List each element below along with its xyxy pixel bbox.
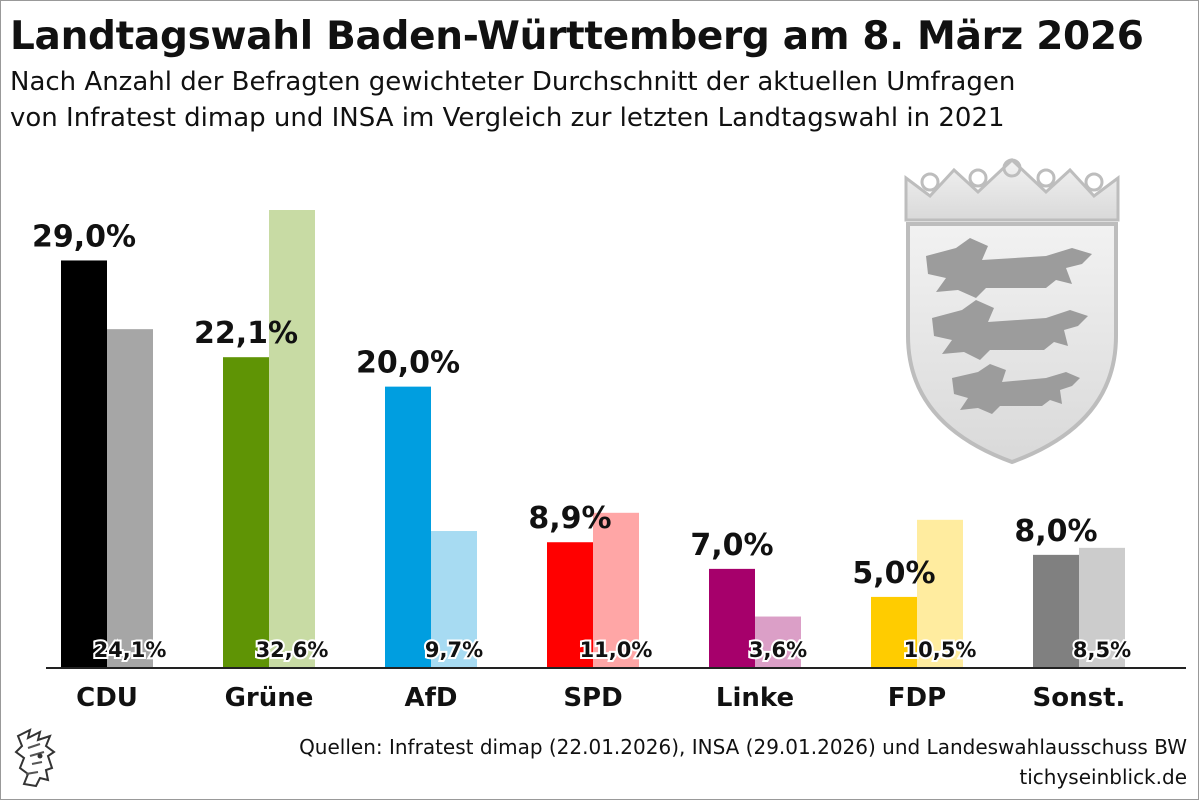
bar-current-0 bbox=[61, 260, 107, 667]
bar-2021-6 bbox=[1079, 547, 1125, 667]
data-label-2021-4: 3,6% bbox=[749, 638, 807, 662]
category-label-3: SPD bbox=[563, 683, 622, 713]
site-name: tichyseinblick.de bbox=[1019, 765, 1187, 789]
data-label-current-3: 8,9% bbox=[528, 501, 611, 536]
data-label-2021-5: 10,5% bbox=[904, 638, 977, 662]
sources-note: Quellen: Infratest dimap (22.01.2026), I… bbox=[299, 732, 1187, 792]
category-label-1: Grüne bbox=[225, 683, 314, 713]
bar-2021-3 bbox=[593, 512, 639, 667]
baden-wuerttemberg-coat-of-arms-icon bbox=[904, 157, 1120, 465]
chart-subtitle: Nach Anzahl der Befragten gewichteter Du… bbox=[10, 64, 1015, 136]
data-label-current-6: 8,0% bbox=[1014, 514, 1097, 549]
bar-2021-0 bbox=[107, 329, 153, 667]
data-label-current-2: 20,0% bbox=[356, 346, 460, 381]
bar-2021-4 bbox=[755, 616, 801, 667]
data-label-current-0: 29,0% bbox=[32, 219, 136, 254]
data-label-2021-6: 8,5% bbox=[1073, 638, 1131, 662]
subtitle-line-2: von Infratest dimap und INSA im Vergleic… bbox=[10, 103, 1005, 133]
bar-current-5 bbox=[871, 596, 917, 667]
data-label-2021-1: 32,6% bbox=[256, 638, 329, 662]
category-label-4: Linke bbox=[716, 683, 794, 713]
chart-title: Landtagswahl Baden-Württemberg am 8. Mär… bbox=[10, 14, 1144, 59]
bar-current-4 bbox=[709, 568, 755, 667]
mercury-head-logo-icon bbox=[14, 728, 56, 788]
bar-2021-1 bbox=[269, 210, 315, 667]
data-label-2021-2: 9,7% bbox=[425, 638, 483, 662]
data-label-2021-3: 11,0% bbox=[580, 638, 653, 662]
bar-current-1 bbox=[223, 357, 269, 667]
bar-2021-2 bbox=[431, 531, 477, 667]
category-label-2: AfD bbox=[404, 683, 457, 713]
category-label-6: Sonst. bbox=[1033, 683, 1126, 713]
category-label-5: FDP bbox=[888, 683, 946, 713]
data-label-2021-0: 24,1% bbox=[94, 638, 167, 662]
bar-current-2 bbox=[385, 386, 431, 667]
data-label-current-4: 7,0% bbox=[690, 528, 773, 563]
bar-current-6 bbox=[1033, 554, 1079, 667]
bar-current-3 bbox=[547, 542, 593, 667]
bar-2021-5 bbox=[917, 519, 963, 667]
subtitle-line-1: Nach Anzahl der Befragten gewichteter Du… bbox=[10, 67, 1016, 97]
category-label-0: CDU bbox=[76, 683, 138, 713]
data-label-current-5: 5,0% bbox=[852, 556, 935, 591]
sources-text: Quellen: Infratest dimap (22.01.2026), I… bbox=[299, 735, 1187, 759]
data-label-current-1: 22,1% bbox=[194, 316, 298, 351]
